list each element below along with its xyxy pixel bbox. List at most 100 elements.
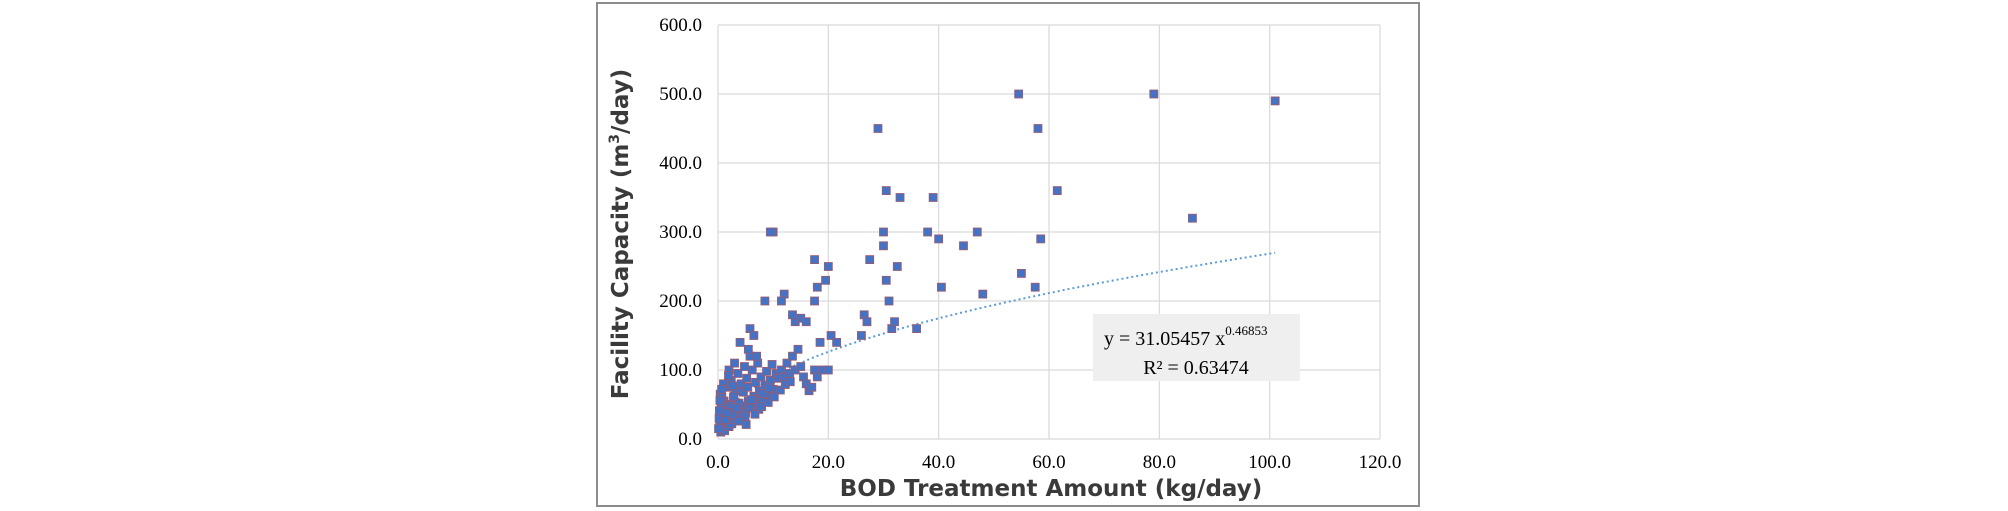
data-point	[751, 378, 760, 387]
equation-label: y = 31.05457 x0.46853	[1104, 323, 1268, 350]
data-point	[823, 365, 833, 375]
data-point	[782, 358, 792, 368]
y-tick-label: 400.0	[659, 153, 702, 174]
data-point	[724, 371, 733, 380]
data-point	[810, 255, 819, 265]
data-point	[821, 275, 830, 285]
data-point	[785, 377, 795, 387]
data-point	[890, 317, 899, 327]
data-point	[763, 398, 773, 407]
data-point	[742, 373, 752, 383]
data-point	[801, 317, 811, 327]
equation-main: y = 31.05457 x	[1104, 328, 1225, 350]
data-point	[1033, 124, 1043, 133]
power-trendline	[733, 251, 1276, 404]
x-tick-label: 20.0	[812, 452, 845, 473]
data-point	[884, 296, 894, 306]
data-point	[752, 351, 762, 361]
data-point	[978, 289, 988, 299]
r-squared-label: R² = 0.63474	[1143, 357, 1249, 379]
y-tick-label: 300.0	[659, 222, 702, 243]
data-point	[766, 227, 775, 237]
data-point	[729, 391, 739, 401]
data-point	[760, 296, 770, 306]
data-point	[1270, 96, 1280, 106]
trendline-equation-box: y = 31.05457 x0.46853 R² = 0.63474	[1093, 314, 1300, 381]
data-point	[728, 381, 738, 391]
equation-exponent: 0.46853	[1225, 323, 1267, 338]
y-axis-title-main: Facility Capacity (m	[608, 144, 634, 400]
data-point	[788, 310, 797, 320]
y-tick-label: 600.0	[659, 15, 702, 36]
data-point	[812, 282, 822, 292]
data-point	[749, 331, 759, 340]
data-point	[959, 241, 968, 251]
y-tick-label: 200.0	[659, 291, 702, 312]
data-point	[862, 317, 872, 327]
data-point	[823, 262, 833, 271]
data-point	[1052, 186, 1062, 196]
data-point	[912, 324, 922, 334]
data-point	[895, 193, 905, 202]
y-tick-label: 500.0	[659, 84, 702, 105]
data-point	[812, 372, 822, 382]
x-tick-label: 60.0	[1032, 452, 1065, 473]
y-axis-title: Facility Capacity (m3/day)	[607, 69, 634, 399]
data-point	[937, 282, 946, 292]
data-point	[923, 227, 933, 237]
data-point	[1036, 234, 1046, 244]
data-point	[731, 403, 741, 413]
data-point	[775, 385, 785, 395]
data-points	[714, 89, 1280, 437]
data-point	[826, 331, 836, 340]
data-point	[762, 366, 771, 376]
data-point	[881, 186, 891, 196]
data-point	[730, 358, 739, 368]
data-point	[815, 337, 825, 347]
data-point	[892, 262, 902, 271]
equation-box-bg	[1093, 314, 1300, 381]
x-tick-label: 40.0	[922, 452, 955, 473]
data-point	[1017, 268, 1026, 278]
data-point	[1188, 213, 1197, 223]
scatter-chart: 0.0 20.0 40.0 60.0 80.0 100.0 120.0 0.0 100.0 200…	[607, 15, 1401, 502]
x-axis-title: BOD Treatment Amount (kg/day)	[840, 476, 1263, 502]
data-point	[1014, 89, 1024, 99]
data-point	[715, 395, 725, 405]
grid-lines	[717, 24, 1381, 440]
data-point	[743, 382, 753, 392]
trendline-layer	[733, 251, 1276, 404]
data-point	[857, 331, 866, 340]
data-point	[777, 296, 786, 306]
x-tick-label: 0.0	[706, 452, 730, 473]
data-point	[879, 227, 888, 237]
data-point	[788, 351, 797, 361]
data-point	[740, 362, 749, 371]
data-point	[881, 275, 891, 285]
tick-labels: 0.0 20.0 40.0 60.0 80.0 100.0 120.0 0.0 100.0 200…	[659, 15, 1401, 473]
data-point	[972, 227, 982, 237]
data-point	[934, 234, 944, 244]
data-point	[733, 369, 743, 378]
data-point	[714, 406, 724, 416]
data-point	[873, 124, 883, 133]
chart-frame: 0.0 20.0 40.0 60.0 80.0 100.0 120.0 0.0 100.0 200…	[596, 2, 1420, 507]
data-point	[810, 296, 819, 306]
data-point	[796, 362, 806, 371]
x-tick-label: 100.0	[1248, 452, 1291, 473]
data-point	[1149, 89, 1159, 99]
data-point	[1030, 282, 1040, 292]
data-point	[738, 387, 748, 397]
data-point	[769, 392, 779, 402]
data-point	[750, 409, 760, 419]
y-axis-title-end: /day)	[608, 69, 634, 134]
data-point	[756, 372, 766, 382]
data-point	[714, 424, 723, 434]
y-tick-label: 100.0	[659, 360, 702, 381]
y-axis-title-sup: 3	[607, 134, 623, 144]
data-point	[758, 389, 768, 398]
data-point	[735, 337, 745, 347]
data-point	[764, 383, 774, 393]
data-point	[743, 344, 753, 354]
data-point	[741, 420, 751, 429]
